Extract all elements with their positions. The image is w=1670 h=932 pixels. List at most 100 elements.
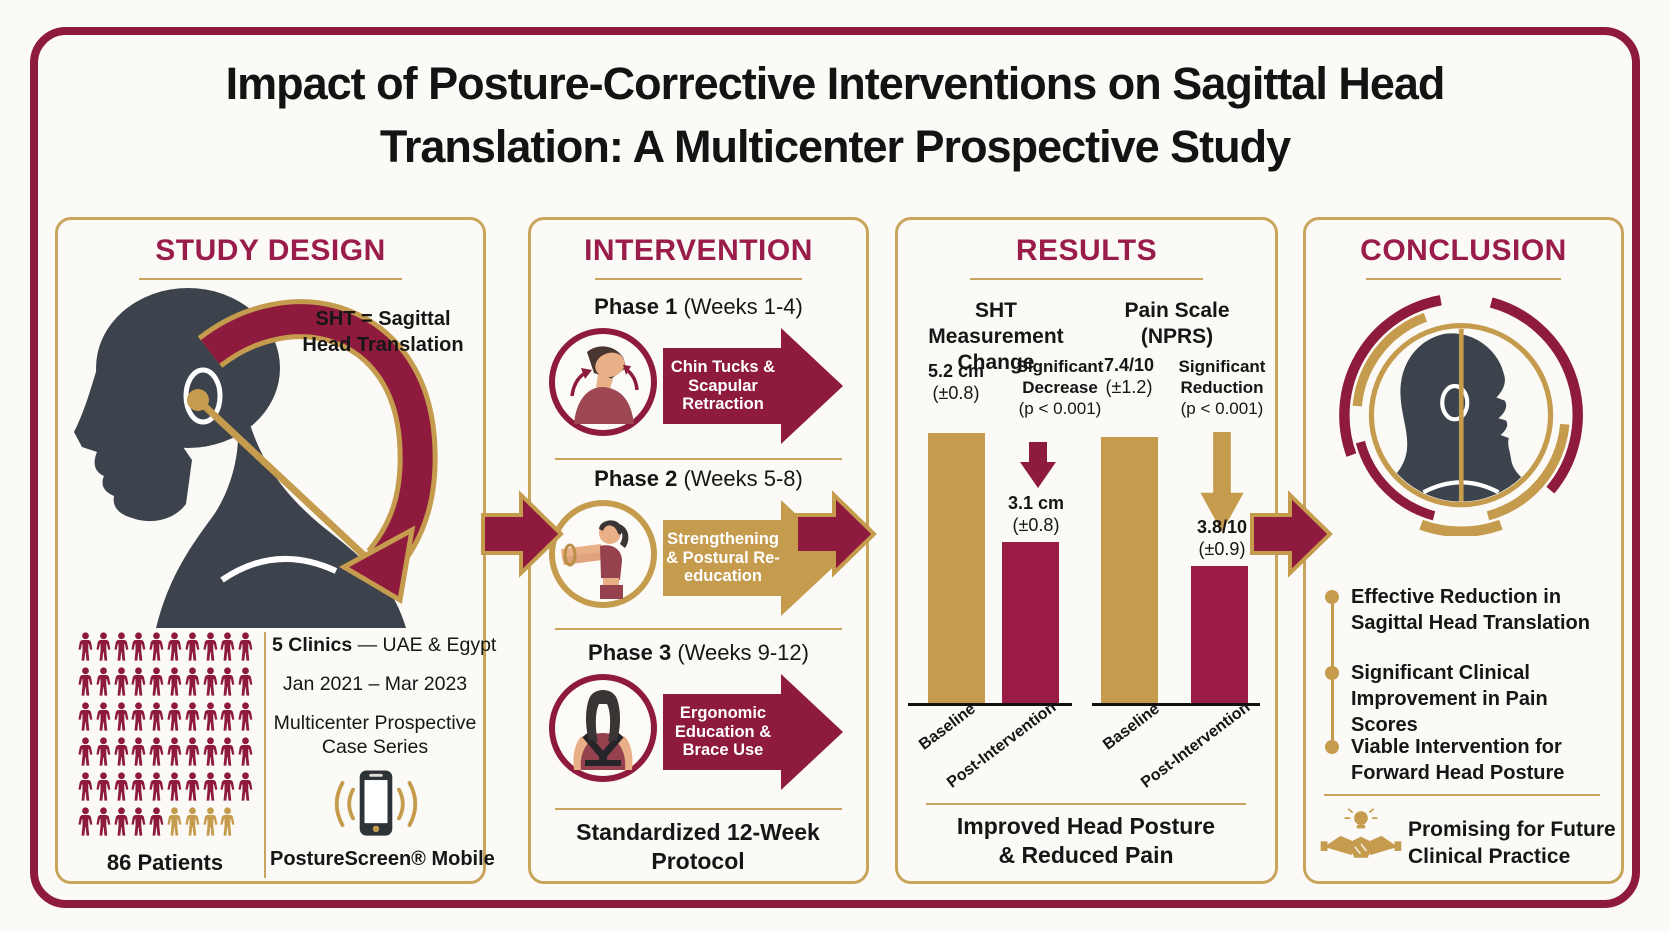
- person-icon: [131, 702, 146, 731]
- person-icon: [167, 632, 182, 661]
- sht-baseline-error: (±0.8): [932, 383, 980, 403]
- person-icon: [78, 772, 93, 801]
- phase-divider: [555, 458, 842, 460]
- person-icon: [220, 772, 235, 801]
- person-icon: [149, 737, 164, 766]
- study-facts: 5 Clinics — UAE & Egypt Jan 2021 – Mar 2…: [272, 634, 496, 759]
- sht-annotation: Significant Decrease (p < 0.001): [1010, 356, 1110, 419]
- sht-post-value: 3.1 cm (±0.8): [988, 492, 1084, 536]
- person-icon: [96, 702, 111, 731]
- forward-head-posture-illustration: [74, 288, 438, 628]
- pain-baseline-tick: Baseline: [1100, 700, 1163, 754]
- person-icon: [149, 702, 164, 731]
- poster-title-line2: Translation: A Multicenter Prospective S…: [379, 121, 1291, 172]
- corrected-posture-emblem: [1339, 295, 1583, 536]
- person-icon: [114, 737, 128, 766]
- person-icon: [220, 737, 235, 766]
- decrease-arrow-icon: [1020, 442, 1056, 488]
- study-design-header: STUDY DESIGN: [155, 234, 386, 267]
- intervention-header: INTERVENTION: [584, 234, 813, 267]
- sht-p-value: (p < 0.001): [1018, 399, 1102, 418]
- phase-2-heading: Phase 2 (Weeks 5-8): [531, 466, 866, 492]
- person-icon: [238, 667, 253, 696]
- person-icon: [114, 702, 128, 731]
- person-icon: [185, 632, 200, 661]
- header-underline: [1365, 278, 1562, 280]
- phase-3-arrow: Ergonomic Education & Brace Use: [663, 674, 845, 790]
- header-underline: [969, 278, 1204, 280]
- sht-chart-title: SHT Measurement Change: [928, 299, 1064, 374]
- design-fact: Multicenter Prospective Case Series: [273, 712, 477, 758]
- person-icon: [203, 772, 217, 801]
- person-icon: [185, 807, 200, 836]
- protocol-footer: Standardized 12-Week Protocol: [576, 819, 820, 874]
- person-icon: [96, 807, 111, 836]
- person-icon: [114, 807, 128, 836]
- pain-annotation-text: Significant Reduction: [1178, 357, 1266, 397]
- phase-3-block: Phase 3 (Weeks 9-12) Ergonomic Education…: [531, 640, 866, 804]
- pain-baseline-error: (±1.2): [1105, 377, 1153, 397]
- posture-brace-icon: [549, 674, 657, 782]
- bullet-dot: [1325, 590, 1339, 604]
- person-icon: [220, 807, 235, 836]
- person-icon: [78, 737, 93, 766]
- person-icon: [149, 667, 164, 696]
- person-icon: [203, 737, 217, 766]
- phase-3-weeks: (Weeks 9-12): [677, 640, 809, 665]
- person-icon: [131, 807, 146, 836]
- handshake-lightbulb-icon: [1320, 808, 1402, 858]
- reduction-arrow-icon: [1200, 432, 1244, 532]
- person-icon: [149, 772, 164, 801]
- header-underline: [594, 278, 803, 280]
- person-icon: [149, 807, 164, 836]
- chin-tuck-exercise-icon: [549, 328, 657, 436]
- pain-chart-title: Pain Scale (NPRS): [1124, 299, 1230, 348]
- poster-title-line1: Impact of Posture-Corrective Interventio…: [225, 58, 1446, 109]
- sht-annotation-text: Significant Decrease: [1016, 357, 1104, 397]
- person-icon: [78, 807, 93, 836]
- person-icon: [185, 702, 200, 731]
- person-icon: [96, 772, 111, 801]
- person-icon: [78, 632, 93, 661]
- phase-2-label: Strengthening & Postural Re-education: [666, 529, 780, 586]
- header-underline: [138, 278, 403, 280]
- pain-annotation: Significant Reduction (p < 0.001): [1172, 356, 1272, 419]
- phase-1-weeks: (Weeks 1-4): [683, 294, 803, 319]
- band-exercise-icon: [549, 500, 657, 608]
- person-icon: [167, 702, 182, 731]
- clinics-location: — UAE & Egypt: [352, 634, 497, 656]
- sht-post-error: (±0.8): [1012, 515, 1060, 535]
- footer-divider: [1324, 794, 1600, 796]
- clinics-count: 5 Clinics: [272, 634, 353, 656]
- phase-2-name: Phase 2: [594, 466, 678, 491]
- person-icon: [131, 737, 146, 766]
- person-icon: [131, 667, 146, 696]
- conclusion-bullet-1: Effective Reduction in Sagittal Head Tra…: [1351, 586, 1590, 634]
- person-icon: [78, 702, 93, 731]
- phase-1-label: Chin Tucks & Scapular Retraction: [670, 357, 776, 414]
- sht-baseline-number: 5.2 cm: [927, 361, 985, 381]
- flow-arrow-icon: [1250, 490, 1333, 578]
- patients-pictogram: [78, 632, 258, 842]
- pain-baseline-bar: [1101, 436, 1158, 703]
- pain-baseline-number: 7.4/10: [1103, 355, 1155, 375]
- poster-title: Impact of Posture-Corrective Interventio…: [80, 52, 1590, 178]
- sht-post-number: 3.1 cm: [1007, 493, 1065, 513]
- flow-arrow-icon: [794, 490, 877, 578]
- panel-study-design: STUDY DESIGN SHT = Sagittal Head Transla…: [55, 217, 496, 884]
- bullet-dot: [1325, 666, 1339, 680]
- person-icon: [185, 667, 200, 696]
- sht-definition: SHT = Sagittal Head Translation: [302, 308, 464, 356]
- phase-3-label: Ergonomic Education & Brace Use: [674, 703, 772, 760]
- panel-conclusion: CONCLUSION Effective Reduction in Sagitt…: [1303, 217, 1624, 884]
- column-divider: [264, 632, 266, 878]
- phase-2-block: Phase 2 (Weeks 5-8) Strengthening & Post…: [531, 466, 866, 630]
- phase-divider: [555, 628, 842, 630]
- pain-axis: [1092, 703, 1260, 706]
- pain-post-value: 3.8/10 (±0.9): [1172, 516, 1272, 560]
- person-icon: [96, 667, 111, 696]
- footer-divider: [555, 808, 842, 810]
- phase-1-heading: Phase 1 (Weeks 1-4): [531, 294, 866, 320]
- phase-1-block: Phase 1 (Weeks 1-4) Chin Tucks & Scapula…: [531, 294, 866, 458]
